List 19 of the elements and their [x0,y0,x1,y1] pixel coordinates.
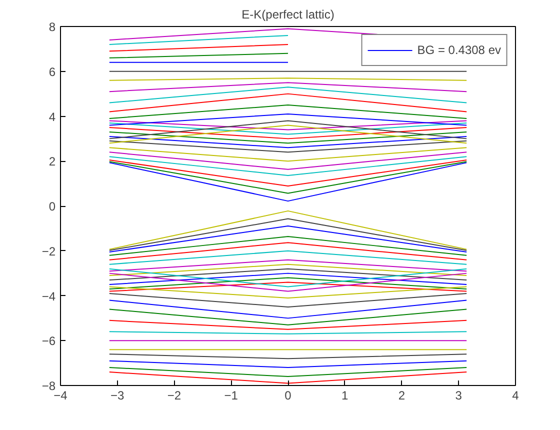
x-tick-label: −2 [167,388,182,402]
y-tick-label: 0 [48,200,56,214]
chart-title: E-K(perfect lattic) [242,8,334,22]
y-tick-label: −6 [42,334,56,348]
x-tick-label: 2 [398,388,406,402]
y-tick-label: −4 [42,289,56,304]
y-tick-label: −2 [42,244,56,258]
x-tick-label: −3 [110,388,125,402]
x-tick-label: 3 [455,388,462,402]
x-tick-label: 0 [284,388,292,402]
y-tick-label: 8 [48,20,56,34]
x-tick-label: 4 [512,388,520,402]
legend-label: BG = 0.4308 ev [417,43,501,57]
y-tick-label: 6 [48,64,56,79]
y-tick-label: −8 [42,379,56,393]
x-tick-label: −1 [224,388,238,402]
x-tick-label: 1 [342,388,349,402]
y-tick-label: 4 [48,110,56,124]
y-tick-label: 2 [48,154,56,169]
